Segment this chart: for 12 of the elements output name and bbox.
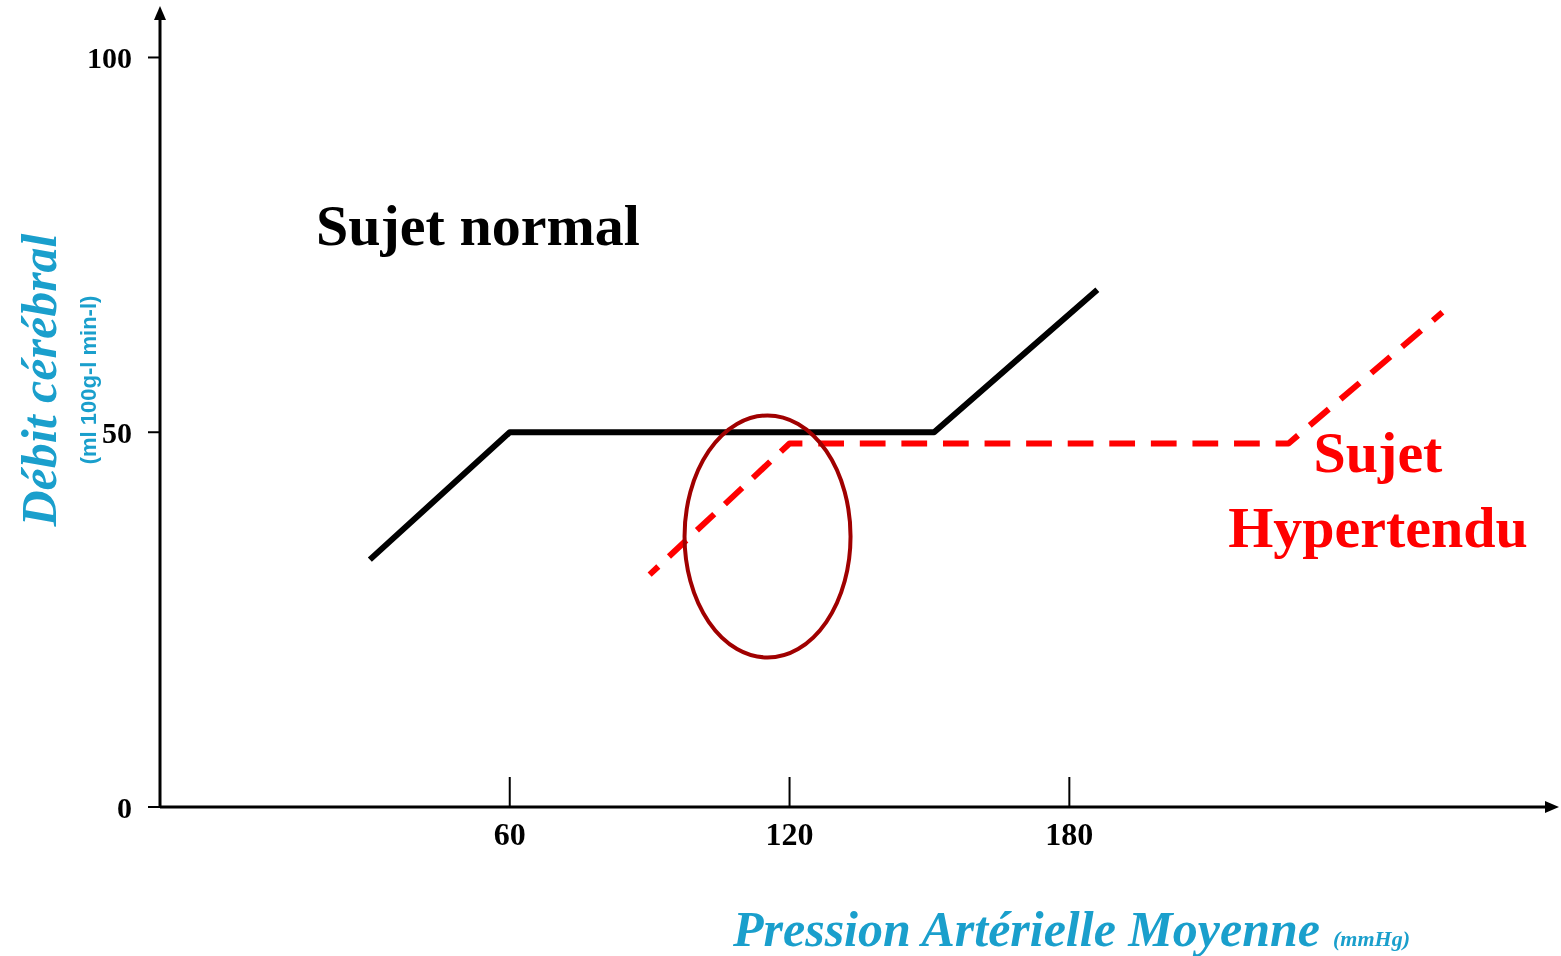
- x-tick-label: 120: [765, 816, 814, 852]
- y-axis-title: Débit cérébral: [11, 233, 67, 528]
- x-tick-label: 180: [1045, 816, 1094, 852]
- x-axis-title: Pression Artérielle Moyenne: [731, 901, 1320, 956]
- y-tick-label: 100: [87, 40, 132, 74]
- text: Sujet normal: [316, 193, 640, 258]
- text: (ml 100g-l min-l): [76, 295, 101, 465]
- y-tick-label: 0: [117, 790, 132, 824]
- y-tick-label: 50: [102, 415, 132, 449]
- text: (mmHg): [1333, 926, 1410, 951]
- x-tick-label: 60: [493, 816, 526, 852]
- series-label: Sujet Hypertendu: [1228, 420, 1528, 561]
